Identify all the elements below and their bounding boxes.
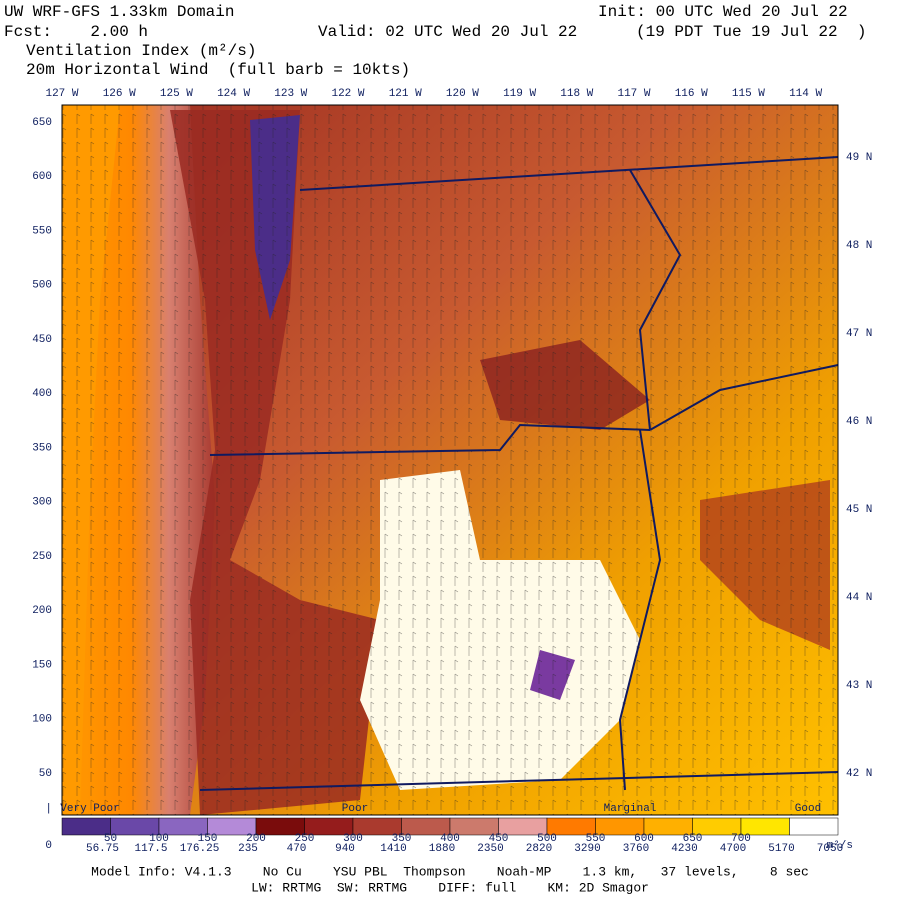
latitude: 42 N [846, 768, 872, 780]
latitude: 48 N [846, 240, 872, 252]
latitude: 43 N [846, 680, 872, 692]
longitude: 119 W [503, 88, 536, 100]
latitude: 46 N [846, 416, 872, 428]
grid-label: 0 [45, 840, 52, 852]
grid-label: 600 [32, 171, 52, 183]
longitude: 121 W [389, 88, 422, 100]
colorbar: Very Poor Poor Marginal Good 50 100 150 200 250 3… [60, 803, 853, 855]
footer-line: LW: RRTMG SW: RRTMG DIFF: full KM: 2D Sm… [251, 880, 649, 895]
lower-label: 3290 [574, 843, 600, 855]
wind-note: 20m Horizontal Wind (full barb = 10kts) [26, 61, 410, 79]
upper-label: 650 [683, 833, 703, 845]
longitude: 125 W [160, 88, 193, 100]
upper-label: 200 [246, 833, 266, 845]
lower-label: 117.5 [134, 843, 167, 855]
latitude: 44 N [846, 592, 872, 604]
longitude: 126 W [103, 88, 136, 100]
units: m²/s [827, 840, 853, 852]
upper-label: 100 [149, 833, 169, 845]
upper-label: 300 [343, 833, 363, 845]
upper-label: 600 [634, 833, 654, 845]
upper-label: 700 [731, 833, 751, 845]
map [61, 104, 839, 816]
lower-label: 56.75 [86, 843, 119, 855]
upper-label: 350 [392, 833, 412, 845]
longitude: 120 W [446, 88, 479, 100]
lower-label: 470 [287, 843, 307, 855]
upper-label: 400 [440, 833, 460, 845]
lower-label: 2820 [526, 843, 552, 855]
latitude: 49 N [846, 152, 872, 164]
grid-label: 650 [32, 117, 52, 129]
category: Good [795, 803, 821, 815]
local-time: (19 PDT Tue 19 Jul 22 ) [636, 23, 866, 41]
upper-label: 50 [104, 833, 117, 845]
upper-label: 500 [537, 833, 557, 845]
lower-label: 2350 [477, 843, 503, 855]
grid-label: 100 [32, 714, 52, 726]
upper-label: 150 [198, 833, 218, 845]
grid-label: 500 [32, 280, 52, 292]
longitude: 124 W [217, 88, 250, 100]
grid-label: 200 [32, 605, 52, 617]
lower-label: 1880 [429, 843, 455, 855]
grid-label: 400 [32, 388, 52, 400]
longitude: 117 W [617, 88, 650, 100]
upper-label: 550 [586, 833, 606, 845]
category: Poor [342, 803, 368, 815]
lower-label: 5170 [768, 843, 794, 855]
longitude: 122 W [331, 88, 364, 100]
latitude: 47 N [846, 328, 872, 340]
grid-label: 450 [32, 334, 52, 346]
grid-label: 300 [32, 497, 52, 509]
longitude: 118 W [560, 88, 593, 100]
lower-label: 1410 [380, 843, 406, 855]
latitude: 45 N [846, 504, 872, 516]
longitude: 123 W [274, 88, 307, 100]
longitude: 114 W [789, 88, 822, 100]
lower-label: 4700 [720, 843, 746, 855]
longitude: 116 W [675, 88, 708, 100]
grid-label: | [45, 803, 52, 815]
lower-label: 3760 [623, 843, 649, 855]
grid-label: 150 [32, 659, 52, 671]
title: UW WRF-GFS 1.33km Domain [4, 3, 234, 21]
grid-label: 550 [32, 225, 52, 237]
color-swatch [789, 817, 839, 836]
lower-label: 176.25 [180, 843, 220, 855]
lower-label: 4230 [671, 843, 697, 855]
grid-label: 350 [32, 442, 52, 454]
forecast: Fcst: 2.00 h [4, 23, 148, 41]
upper-label: 450 [489, 833, 509, 845]
grid-label: 250 [32, 551, 52, 563]
valid: Valid: 02 UTC Wed 20 Jul 22 [318, 23, 577, 41]
category: Marginal [604, 803, 657, 815]
field: Ventilation Index (m²/s) [26, 42, 256, 60]
footer-line: Model Info: V4.1.3 No Cu YSU PBL Thompso… [91, 864, 809, 879]
grid-label: 50 [39, 768, 52, 780]
category: Very Poor [60, 803, 119, 815]
lower-label: 235 [238, 843, 258, 855]
upper-label: 250 [295, 833, 315, 845]
lower-label: 7050 [817, 843, 843, 855]
longitude: 115 W [732, 88, 765, 100]
longitude: 127 W [45, 88, 78, 100]
lower-label: 940 [335, 843, 355, 855]
init: Init: 00 UTC Wed 20 Jul 22 [598, 3, 848, 21]
